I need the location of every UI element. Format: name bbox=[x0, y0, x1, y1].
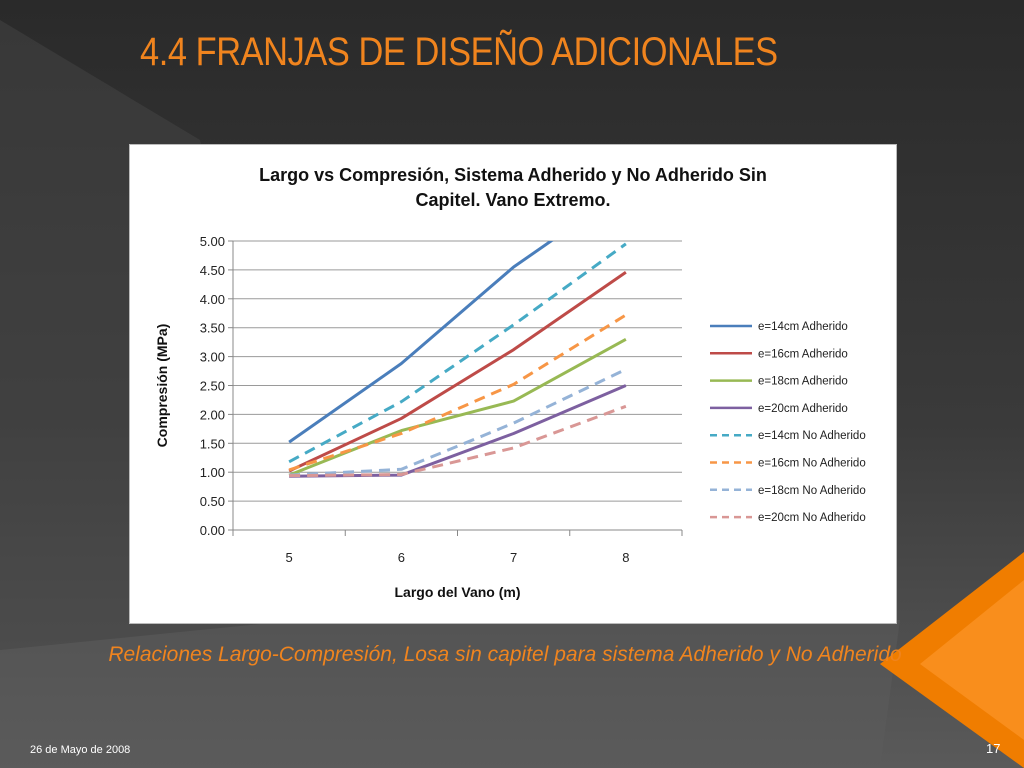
legend-label: e=18cm Adherido bbox=[758, 376, 848, 388]
series-line bbox=[288, 270, 627, 473]
series-line bbox=[288, 242, 627, 464]
y-tick-label: 1.00 bbox=[200, 465, 225, 480]
x-tick-label: 8 bbox=[622, 550, 629, 565]
y-tick-label: 5.00 bbox=[200, 234, 225, 249]
y-tick-label: 2.50 bbox=[200, 379, 225, 394]
chart-container: Largo vs Compresión, Sistema Adherido y … bbox=[129, 144, 897, 624]
y-tick-label: 4.50 bbox=[200, 263, 225, 278]
x-tick-label: 7 bbox=[510, 550, 517, 565]
x-tick-label: 6 bbox=[398, 550, 405, 565]
chart-title-line: Capitel. Vano Extremo. bbox=[415, 190, 610, 210]
legend-label: e=14cm No Adherido bbox=[758, 430, 866, 442]
line-chart: Largo vs Compresión, Sistema Adherido y … bbox=[154, 165, 866, 600]
series-line bbox=[289, 367, 627, 477]
legend-label: e=20cm Adherido bbox=[758, 403, 848, 415]
legend-label: e=20cm No Adherido bbox=[758, 512, 866, 524]
legend-label: e=14cm Adherido bbox=[758, 321, 848, 333]
legend-label: e=18cm No Adherido bbox=[758, 485, 866, 497]
slide-caption: Relaciones Largo-Compresión, Losa sin ca… bbox=[108, 643, 902, 666]
y-tick-label: 2.00 bbox=[200, 407, 225, 422]
legend-label: e=16cm No Adherido bbox=[758, 458, 866, 470]
x-axis-label: Largo del Vano (m) bbox=[394, 584, 520, 600]
y-axis-label: Compresión (MPa) bbox=[154, 324, 170, 448]
y-tick-label: 4.00 bbox=[200, 292, 225, 307]
background-lower-band bbox=[0, 620, 900, 768]
series-line bbox=[288, 313, 627, 472]
x-tick-label: 5 bbox=[286, 550, 293, 565]
slide-title: 4.4 FRANJAS DE DISEÑO ADICIONALES bbox=[140, 30, 778, 74]
y-tick-label: 3.00 bbox=[200, 350, 225, 365]
orange-accent-highlight bbox=[920, 580, 1024, 740]
series-line bbox=[289, 404, 627, 478]
y-tick-label: 1.50 bbox=[200, 436, 225, 451]
legend-label: e=16cm Adherido bbox=[758, 348, 848, 360]
series-line bbox=[288, 241, 554, 444]
slide-number: 17 bbox=[986, 741, 1001, 756]
chart-title-line: Largo vs Compresión, Sistema Adherido y … bbox=[259, 165, 767, 185]
y-tick-label: 0.50 bbox=[200, 494, 225, 509]
y-tick-label: 0.00 bbox=[200, 523, 225, 538]
footer-date: 26 de Mayo de 2008 bbox=[30, 744, 131, 756]
y-tick-label: 3.50 bbox=[200, 321, 225, 336]
